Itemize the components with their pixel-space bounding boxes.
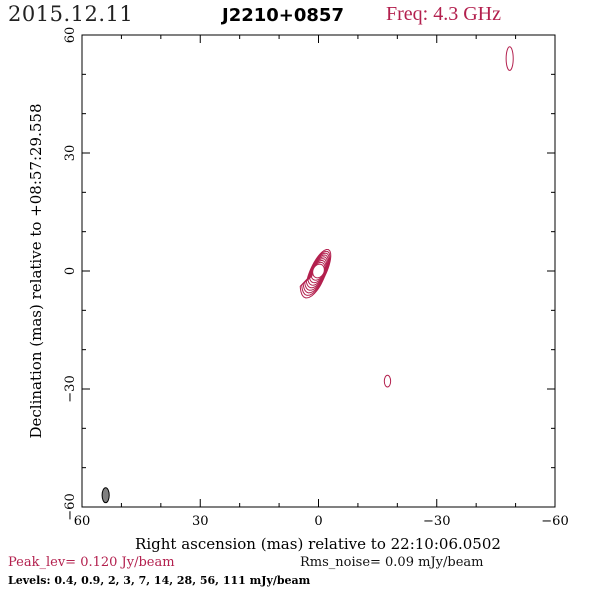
x-tick-label: 30 [192,514,209,529]
y-tick-label: −60 [63,493,78,520]
epoch-date: 2015.12.11 [8,2,134,26]
frequency-label: Freq: 4.3 GHz [386,3,501,25]
contour-levels: Levels: 0.4, 0.9, 2, 3, 7, 14, 28, 56, 1… [8,574,311,587]
component-contour [505,46,514,71]
plot-frame [81,34,556,508]
axis-ticks [81,34,556,508]
y-axis-label: Declination (mas) relative to +08:57:29.… [27,103,45,438]
x-axis-label: Right ascension (mas) relative to 22:10:… [135,535,501,553]
axis-tick-labels: 60 30 0 −30 −60 −60 −30 0 30 60 [63,27,569,529]
beam-ellipse [101,487,110,504]
source-name: J2210+0857 [222,5,344,26]
y-tick-label: 60 [63,27,78,44]
x-tick-label: −30 [423,514,450,529]
beam-shape [101,487,110,504]
peak-level: Peak_lev= 0.120 Jy/beam [8,555,175,570]
y-tick-label: 30 [63,145,78,162]
contour-lines [299,46,514,388]
y-tick-label: −30 [63,375,78,402]
component-contour [383,374,392,388]
core-contour-level [312,263,325,279]
x-tick-label: −60 [541,514,568,529]
x-tick-label: 0 [314,514,322,529]
rms-noise: Rms_noise= 0.09 mJy/beam [300,555,484,570]
x-tick-label: 60 [74,514,91,529]
y-tick-label: 0 [63,267,78,275]
